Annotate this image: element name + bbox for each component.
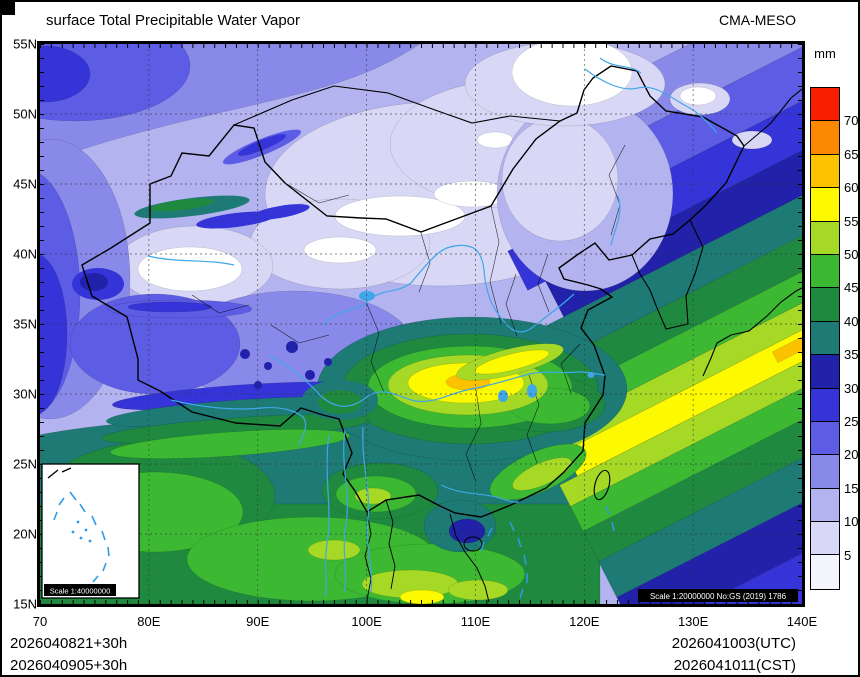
map-frame: Scale 1:40000000 Scale 1:20000000 No:GS … (37, 41, 805, 607)
colorbar-box (811, 488, 839, 523)
colorbar-box (811, 254, 839, 289)
colorbar-tick-label: 65 (844, 146, 859, 162)
scale-badge: Scale 1:20000000 No:GS (2019) 1786 (638, 589, 798, 602)
y-axis: 55N 50N 45N 40N 35N 30N 25N 20N 15N (6, 2, 37, 622)
y-axis-label: 40N (13, 246, 37, 262)
footer-left: 2026040821+30h 2026040905+30h (10, 633, 128, 675)
colorbar-tick-label: 45 (844, 280, 859, 296)
y-axis-label: 20N (13, 526, 37, 542)
inset-scale-label: Scale 1:40000000 (50, 587, 110, 596)
inset-scale-bar (44, 584, 116, 596)
contour-fills-northeast (464, 44, 773, 292)
mountain-speckles (72, 129, 378, 420)
colorbar-tick-label: 5 (844, 547, 852, 563)
footer-valid-utc: 2026041003(UTC) (671, 635, 796, 652)
colorbar-tick-label: 35 (844, 347, 859, 363)
colorbar-box (811, 88, 839, 122)
colorbar-tick-label: 40 (844, 313, 859, 329)
colorbar-box (811, 221, 839, 255)
chart-title: surface Total Precipitable Water Vapor (46, 12, 301, 29)
colorbar-box (811, 188, 839, 222)
rivers (147, 57, 718, 597)
x-axis-label: 90E (246, 614, 270, 629)
colorbar-tick-label: 30 (844, 380, 859, 396)
axis-ticks (40, 44, 802, 604)
colorbar-box (811, 121, 839, 155)
se-diagonal-bands (507, 44, 802, 604)
y-axis-label: 30N (13, 386, 37, 402)
colorbar-tick-label: 25 (844, 414, 859, 429)
x-axis-label: 100E (351, 614, 382, 629)
colorbar-tick-label: 55 (844, 213, 859, 229)
y-axis-label: 35N (13, 316, 37, 332)
colorbar-tick-label: 10 (844, 514, 859, 530)
colorbar-box (811, 154, 839, 189)
map-svg: Scale 1:40000000 Scale 1:20000000 No:GS … (40, 44, 802, 604)
y-axis-label: 45N (13, 176, 37, 192)
model-name: CMA-MESO (719, 12, 796, 28)
colorbar-tick-label: 20 (844, 447, 859, 463)
x-axis-label: 80E (137, 614, 161, 629)
graticule (40, 44, 802, 604)
corner-mark (2, 2, 15, 15)
colorbar-box (811, 288, 839, 322)
colorbar-tick-label: 50 (844, 247, 859, 262)
colorbar-box (811, 388, 839, 422)
x-axis: 70 80E 90E 100E 110E 120E 130E 140E (2, 614, 858, 632)
x-axis-label: 130E (677, 614, 709, 629)
colorbar-box (811, 421, 839, 456)
x-axis-label: 120E (569, 614, 600, 629)
x-axis-label: 70 (32, 614, 48, 629)
national-boundaries (81, 65, 802, 603)
sea-dash-line (480, 505, 615, 599)
y-axis-label: 25N (13, 456, 37, 472)
inset-map: Scale 1:40000000 (41, 463, 140, 599)
colorbar-box (811, 455, 839, 489)
x-axis-label: 140E (786, 614, 818, 629)
x-axis-label: 110E (460, 614, 491, 629)
lakes (359, 291, 595, 402)
province-boundaries (191, 144, 626, 483)
colorbar-box (811, 522, 839, 556)
colorbar-unit: mm (814, 46, 836, 61)
colorbar-ticks: 70 65 60 55 50 45 40 35 30 25 20 15 10 5 (844, 88, 859, 591)
colorbar-tick-label: 70 (844, 113, 859, 129)
footer-init-cst: 2026040905+30h (10, 657, 128, 674)
footer-right: 2026041003(UTC) 2026041011(CST) (671, 633, 796, 675)
colorbar-box (811, 321, 839, 356)
footer-init-utc: 2026040821+30h (10, 635, 128, 652)
colorbar-box (811, 355, 839, 389)
colorbar-tick-label: 60 (844, 180, 859, 196)
y-axis-label: 55N (13, 36, 37, 52)
y-axis-label: 15N (13, 596, 37, 612)
colorbar-box (811, 555, 839, 589)
footer-valid-cst: 2026041011(CST) (673, 657, 796, 674)
map-scale-label: Scale 1:20000000 No:GS (2019) 1786 (650, 592, 787, 601)
colorbar-boxes (810, 87, 840, 590)
y-axis-label: 50N (13, 106, 37, 122)
colorbar-tick-label: 15 (844, 480, 859, 496)
